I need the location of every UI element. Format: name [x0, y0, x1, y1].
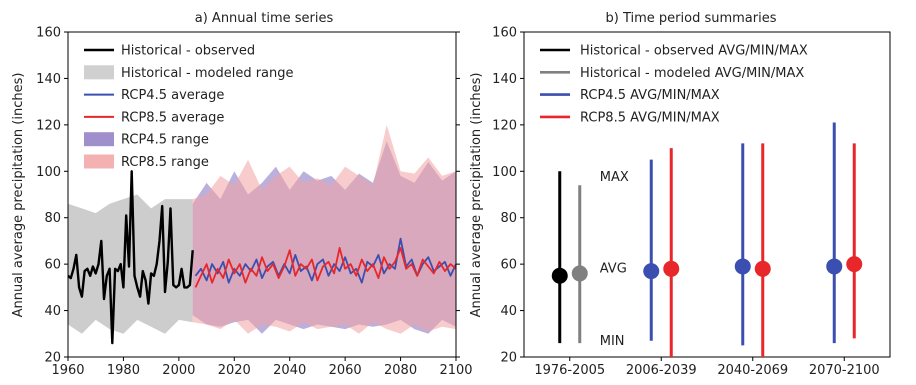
panel-b-legend: Historical - observed AVG/MIN/MAX Histori…: [540, 44, 808, 125]
annotation-max: MAX: [600, 170, 629, 185]
panel-a-plot-area: 1960 1980 2000 2020 2040 2060 2080 210020406080…: [36, 26, 472, 379]
legend-label: RCP4.5 AVG/MIN/MAX: [580, 88, 720, 103]
average-line-1: [194, 247, 456, 288]
average-marker: [643, 263, 660, 280]
legend-label: RCP4.5 average: [121, 88, 224, 103]
legend-patch-swatch: [84, 132, 114, 147]
average-marker: [826, 258, 843, 275]
average-marker: [754, 260, 771, 277]
y-tick-label: 40: [500, 304, 517, 319]
y-tick-label: 60: [500, 258, 517, 273]
y-tick-label: 80: [44, 211, 61, 226]
average-line-0: [194, 237, 456, 284]
x-tick-label: 2060: [329, 363, 362, 378]
legend-label: Historical - observed: [121, 44, 255, 59]
category-label: 2070-2100: [809, 363, 880, 378]
panel-annual-time-series: a) Annual time series Annual average pre…: [11, 11, 473, 378]
annotation-avg: AVG: [600, 261, 627, 276]
panel-a-data: [68, 124, 456, 345]
y-tick-label: 140: [36, 72, 61, 87]
y-tick-label: 160: [36, 26, 61, 41]
panel-b-title: b) Time period summaries: [606, 11, 777, 26]
category-label: 2040-2069: [717, 363, 788, 378]
y-tick-label: 60: [44, 258, 61, 273]
legend-label: Historical - modeled AVG/MIN/MAX: [580, 66, 804, 81]
legend-patch-swatch: [84, 154, 114, 169]
category-label: 2006-2039: [626, 363, 697, 378]
legend-label: RCP4.5 range: [121, 133, 209, 148]
x-tick-label: 2080: [384, 363, 417, 378]
y-tick-label: 160: [492, 26, 517, 41]
legend-label: RCP8.5 AVG/MIN/MAX: [580, 110, 720, 125]
y-tick-label: 20: [44, 351, 61, 366]
average-marker: [734, 258, 751, 275]
y-tick-label: 80: [500, 211, 517, 226]
panel-a-y-axis-label: Annual average precipitation (inches): [11, 73, 26, 318]
legend-label: RCP8.5 average: [121, 110, 224, 125]
x-tick-label: 2020: [218, 363, 251, 378]
y-tick-label: 120: [492, 118, 517, 133]
x-tick-label: 2040: [273, 363, 306, 378]
average-marker: [551, 267, 568, 284]
observed-line: [68, 170, 194, 345]
range-band-2: [192, 124, 456, 334]
y-tick-label: 20: [500, 351, 517, 366]
average-marker: [571, 265, 588, 282]
x-tick-label: 2100: [439, 363, 472, 378]
x-tick-label: 1980: [107, 363, 140, 378]
panel-a-legend: Historical - observed Historical - modele…: [84, 44, 294, 170]
average-marker: [663, 260, 680, 277]
legend-label: Historical - modeled range: [121, 66, 294, 81]
category-label: 1976-2005: [534, 363, 605, 378]
y-tick-label: 40: [44, 304, 61, 319]
legend-patch-swatch: [84, 65, 114, 80]
panel-a-frame: [67, 31, 457, 358]
panel-b-plot-area: MAX AVG MIN 1976-2005 2006-2039 2040-2069 2070…: [492, 26, 891, 378]
average-marker: [846, 256, 863, 273]
panel-b-y-axis-label: Annual average precipitation (inches): [469, 73, 484, 318]
annotation-min: MIN: [600, 334, 625, 349]
y-tick-label: 120: [36, 118, 61, 133]
panel-b-frame: [523, 31, 891, 358]
legend-label: Historical - observed AVG/MIN/MAX: [580, 44, 808, 59]
x-tick-label: 2000: [162, 363, 195, 378]
panel-time-period-summaries: b) Time period summaries Annual average …: [469, 11, 891, 378]
panel-a-title: a) Annual time series: [195, 11, 334, 26]
y-tick-label: 140: [492, 72, 517, 87]
legend-label: RCP8.5 range: [121, 155, 209, 170]
y-tick-label: 100: [36, 165, 61, 180]
x-tick-label: 1960: [51, 363, 84, 378]
y-tick-label: 100: [492, 165, 517, 180]
